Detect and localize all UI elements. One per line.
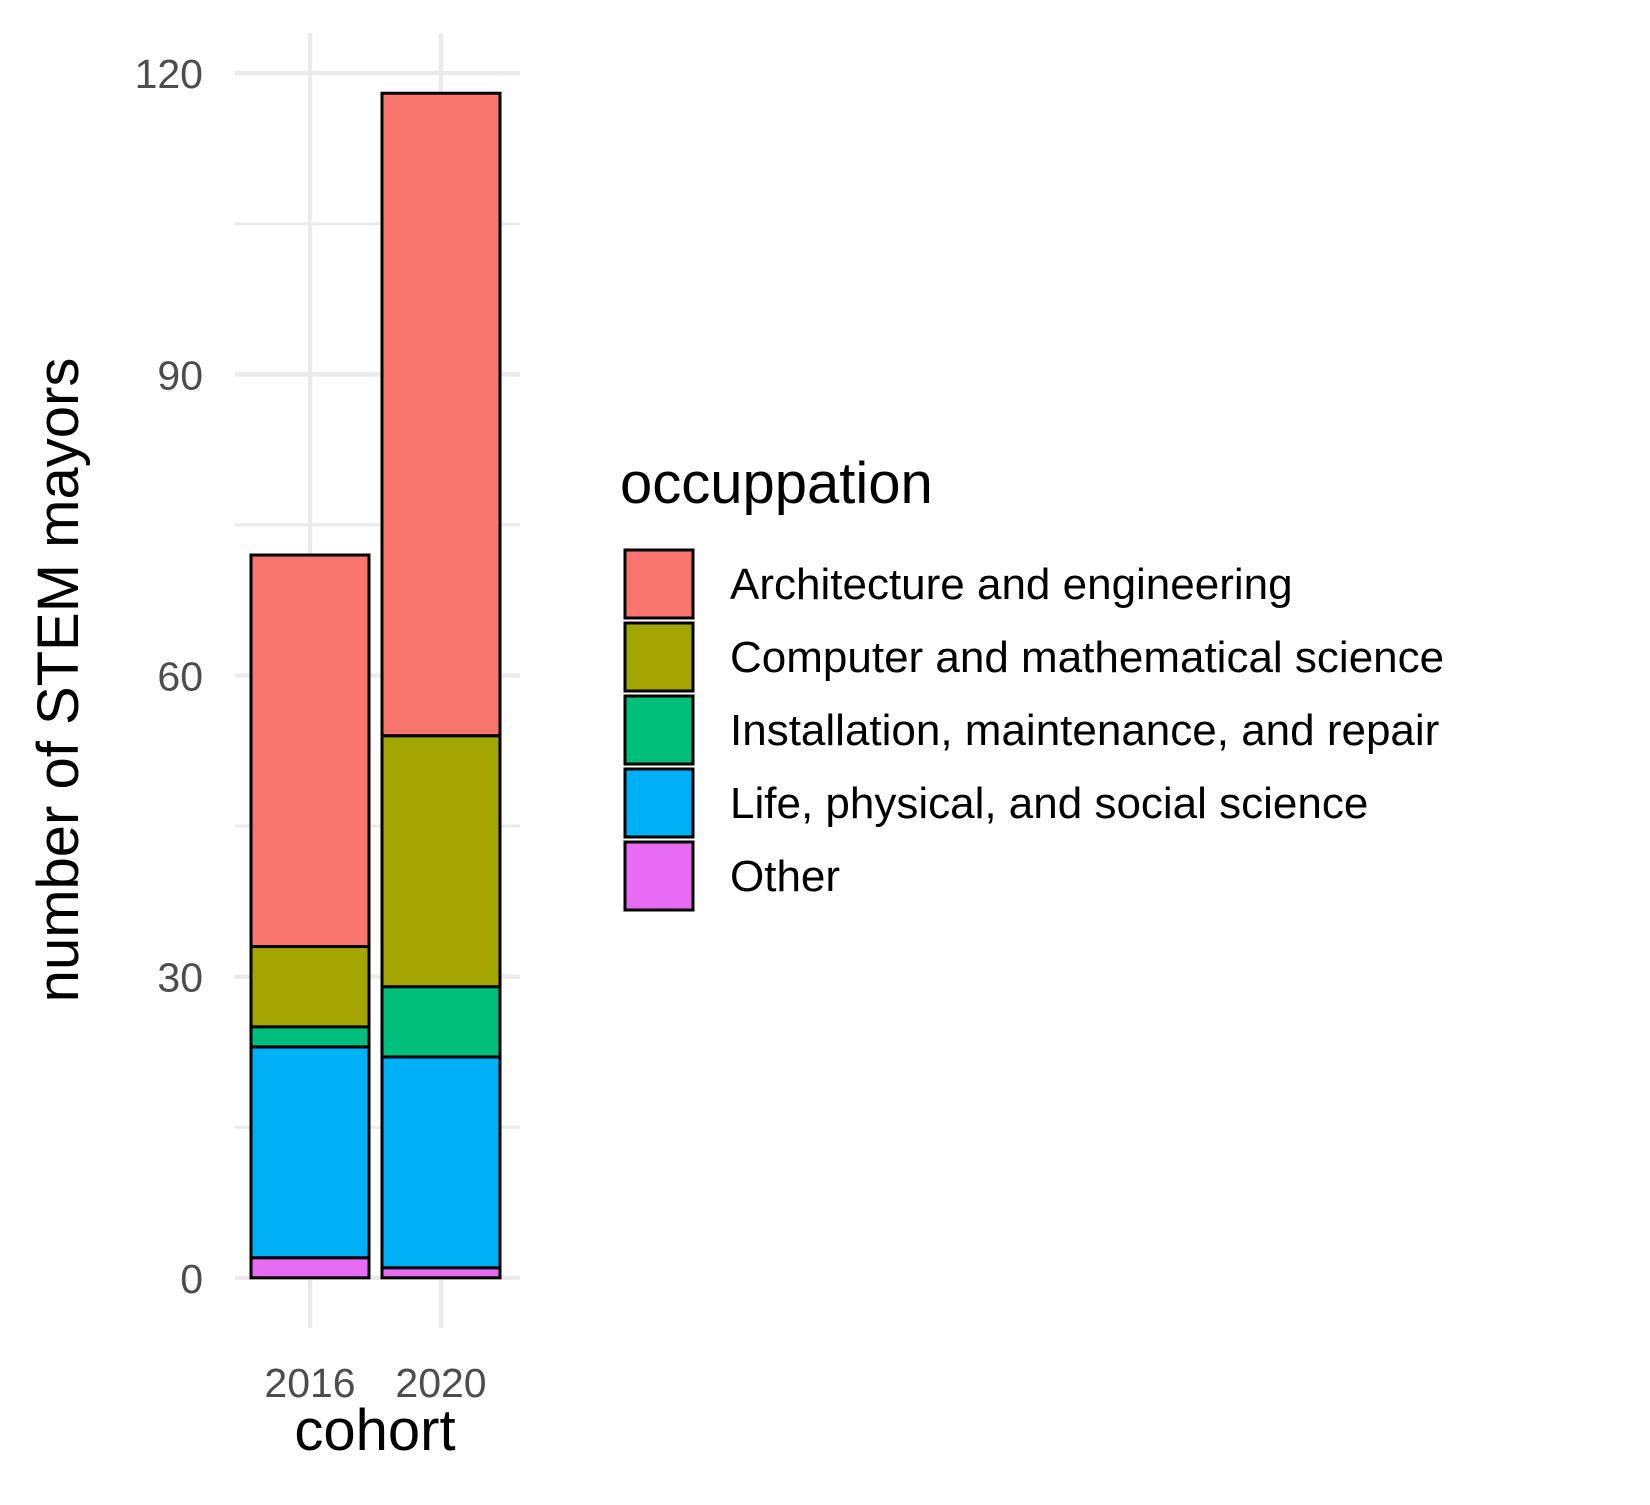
bar-segment — [249, 1256, 371, 1280]
y-tick-label: 30 — [157, 955, 203, 1001]
x-tick-label: 2016 — [264, 1360, 355, 1406]
legend-key — [623, 767, 695, 839]
bar-segment — [380, 985, 502, 1059]
y-axis-ticks: 0 30 60 90 120 — [135, 51, 203, 1302]
legend-key — [623, 621, 695, 693]
legend-key — [623, 840, 695, 912]
legend-label: Life, physical, and social science — [730, 779, 1368, 828]
bar-segment — [249, 553, 371, 949]
y-tick-label: 90 — [157, 352, 203, 398]
legend-label: Installation, maintenance, and repair — [730, 706, 1439, 755]
bar-segment — [249, 1025, 371, 1049]
bar-segment — [380, 734, 502, 989]
legend-label: Architecture and engineering — [730, 560, 1293, 609]
legend: occuppation Architecture and engineering… — [620, 451, 1444, 912]
x-axis-title: cohort — [294, 1398, 455, 1463]
x-tick-label: 2020 — [395, 1360, 486, 1406]
y-axis-title: number of STEM mayors — [26, 358, 91, 1003]
bar-segment — [249, 1045, 371, 1260]
bar-segment — [380, 1266, 502, 1280]
bar-segment — [249, 945, 371, 1029]
y-tick-label: 0 — [180, 1256, 203, 1302]
bar-segment — [380, 91, 502, 738]
legend-label: Computer and mathematical science — [730, 633, 1444, 682]
y-tick-label: 60 — [157, 653, 203, 699]
legend-key — [623, 548, 695, 620]
legend-label: Other — [730, 852, 840, 901]
legend-title: occuppation — [620, 451, 933, 516]
bar-segment — [380, 1055, 502, 1270]
legend-key — [623, 694, 695, 766]
bars — [249, 91, 502, 1280]
y-tick-label: 120 — [135, 51, 203, 97]
x-axis-ticks: 2016 2020 — [264, 1360, 486, 1406]
